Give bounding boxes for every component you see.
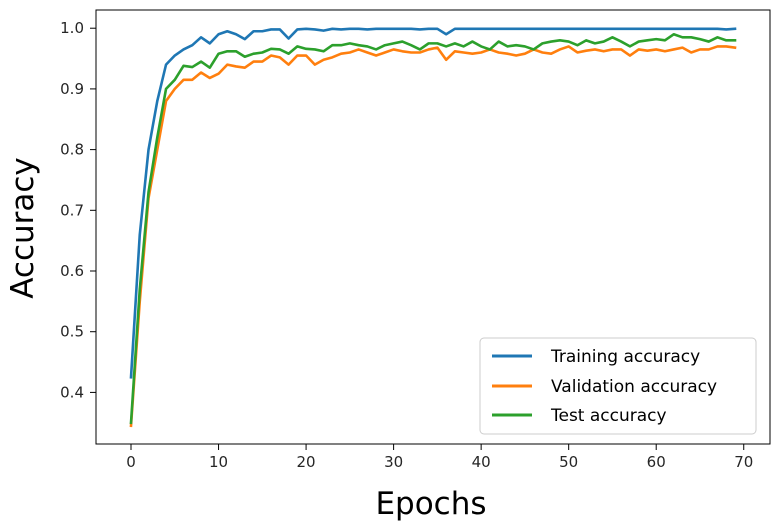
x-tick-label: 0 — [126, 453, 136, 471]
y-tick-label: 1.0 — [60, 19, 84, 37]
legend-box — [479, 337, 757, 435]
y-tick-label: 0.5 — [60, 323, 84, 341]
y-tick-label: 0.6 — [60, 262, 84, 280]
legend-label-training: Training accuracy — [550, 347, 700, 367]
x-tick-label: 10 — [209, 453, 228, 471]
legend-label-validation: Validation accuracy — [551, 377, 717, 397]
x-axis-title: Epochs — [375, 486, 486, 522]
x-tick-label: 50 — [559, 453, 578, 471]
y-tick-label: 0.4 — [60, 383, 84, 401]
x-axis: 0 10 20 30 40 50 60 70 — [126, 444, 753, 471]
x-tick-label: 30 — [384, 453, 403, 471]
x-tick-label: 70 — [734, 453, 753, 471]
x-tick-label: 20 — [297, 453, 316, 471]
plot-area — [129, 27, 737, 428]
y-tick-label: 0.9 — [60, 80, 84, 98]
series-line-1 — [129, 45, 737, 428]
x-tick-label: 60 — [647, 453, 666, 471]
y-axis-title: Accuracy — [5, 157, 41, 299]
x-tick-label: 40 — [472, 453, 491, 471]
series-line-0 — [129, 27, 737, 379]
y-tick-label: 0.8 — [60, 141, 84, 159]
series-line-2 — [129, 32, 737, 425]
legend-label-test: Test accuracy — [550, 406, 667, 426]
y-tick-label: 0.7 — [60, 201, 84, 219]
legend: Training accuracy Validation accuracy Te… — [479, 337, 757, 435]
plot-frame — [95, 9, 771, 445]
y-axis: 0.4 0.5 0.6 0.7 0.8 0.9 1.0 — [60, 19, 96, 401]
